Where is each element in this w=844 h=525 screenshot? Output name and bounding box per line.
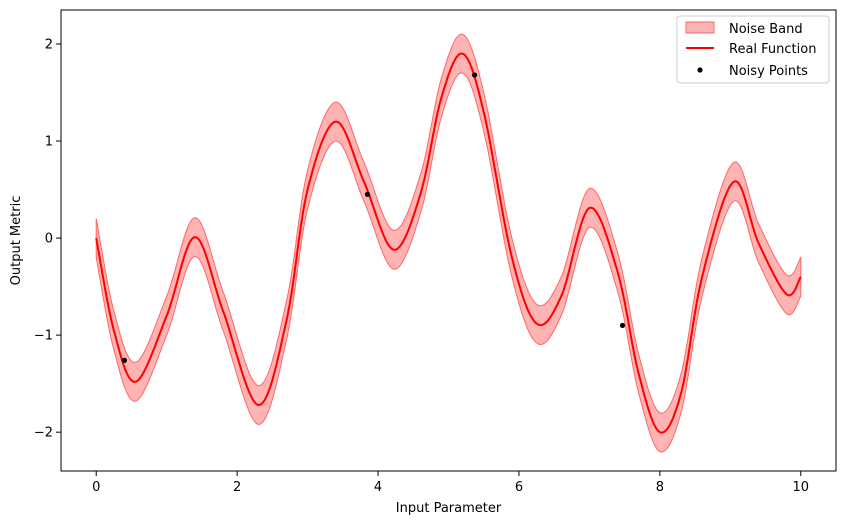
real-function-layer [95,52,802,434]
legend-noisy-points-swatch [697,67,703,73]
real-function-line [95,52,802,434]
y-tick-label: 2 [45,37,53,52]
noise-band [95,33,802,453]
legend-noise-band-swatch [685,21,715,34]
noisy-point [121,357,128,363]
y-axis-ticks: −2 −1 0 1 2 [34,37,61,441]
legend-box [676,15,830,84]
noisy-point [364,191,371,197]
legend-noisy-points-label: Noisy Points [729,64,808,79]
x-tick-label: 6 [515,480,523,495]
noisy-point [471,72,478,78]
x-tick-label: 10 [792,480,809,495]
legend: Noise Band Real Function Noisy Points [676,15,830,84]
x-axis-label: Input Parameter [396,501,502,516]
y-tick-label: 1 [45,135,53,150]
noise-band-layer [95,33,802,453]
x-tick-label: 2 [233,480,241,495]
y-tick-label: −1 [34,329,53,344]
noisy-points-layer [121,72,626,363]
x-tick-label: 8 [656,480,664,495]
legend-noise-band-label: Noise Band [729,22,803,37]
x-axis-ticks: 0 2 4 6 8 10 [92,471,809,495]
legend-real-function-label: Real Function [729,42,816,57]
y-axis-label: Output Metric [9,196,24,286]
x-tick-label: 0 [92,480,100,495]
y-tick-label: −2 [34,426,53,441]
y-tick-label: 0 [45,232,53,247]
noisy-point [619,322,626,329]
plot-frame [60,9,837,472]
x-tick-label: 4 [374,480,382,495]
